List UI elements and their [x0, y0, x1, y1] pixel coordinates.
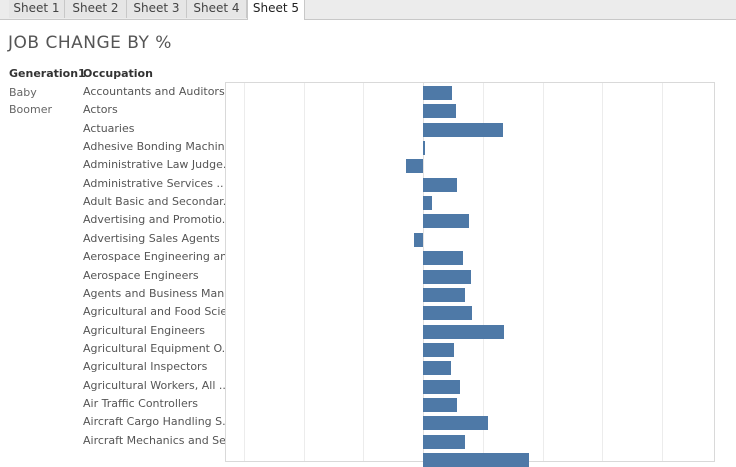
occupation-label[interactable]: Agricultural Engineers: [83, 323, 205, 337]
job-change-bar[interactable]: [423, 86, 452, 100]
job-change-bar[interactable]: [423, 434, 466, 449]
tab-sheet-4[interactable]: Sheet 4: [187, 0, 247, 18]
occupation-label[interactable]: Adult Basic and Secondar..: [83, 195, 225, 209]
occupation-label[interactable]: Advertising and Promotio..: [83, 213, 225, 227]
job-change-bar[interactable]: [423, 361, 452, 376]
job-change-bar[interactable]: [406, 159, 424, 174]
occupation-column-header[interactable]: Occupation: [83, 67, 153, 80]
job-change-bar[interactable]: [423, 379, 461, 394]
job-change-bar[interactable]: [423, 416, 488, 431]
occupation-label[interactable]: Agricultural Equipment O..: [83, 341, 225, 355]
x-gridline: [602, 83, 604, 461]
occupation-label[interactable]: Administrative Services ..: [83, 176, 224, 190]
job-change-bar[interactable]: [423, 324, 504, 339]
sheet-tab-bar: Sheet 1 Sheet 2 Sheet 3 Sheet 4 Sheet 5: [0, 0, 736, 20]
occupation-label[interactable]: Agricultural Workers, All ..: [83, 378, 225, 392]
job-change-bar[interactable]: [423, 122, 503, 137]
occupation-label[interactable]: Advertising Sales Agents: [83, 231, 220, 245]
occupation-label[interactable]: Aircraft Mechanics and Se..: [83, 433, 225, 447]
x-gridline: [363, 83, 365, 461]
occupation-label[interactable]: Agricultural and Food Scie..: [83, 305, 225, 319]
job-change-bar[interactable]: [423, 104, 457, 119]
x-gridline: [303, 83, 305, 461]
job-change-bar[interactable]: [423, 306, 473, 321]
occupation-label[interactable]: Actors: [83, 103, 118, 117]
job-change-bar[interactable]: [423, 141, 425, 156]
job-change-bar[interactable]: [423, 453, 529, 467]
generation-value: Baby Boomer: [9, 86, 53, 116]
job-change-bar[interactable]: [423, 342, 455, 357]
x-gridline: [482, 83, 484, 461]
bar-plot-area[interactable]: [225, 82, 715, 467]
chart-title: JOB CHANGE BY %: [8, 33, 172, 53]
tab-sheet-1[interactable]: Sheet 1: [9, 0, 65, 18]
job-change-bar[interactable]: [414, 232, 424, 247]
occupation-label[interactable]: Air Traffic Controllers: [83, 396, 198, 410]
tab-sheet-5[interactable]: Sheet 5: [247, 0, 305, 20]
occupation-label[interactable]: Aircraft Cargo Handling S..: [83, 415, 225, 429]
occupation-label[interactable]: Agricultural Inspectors: [83, 360, 208, 374]
job-change-bar[interactable]: [423, 196, 433, 211]
occupation-label[interactable]: Accountants and Auditors: [83, 85, 225, 98]
occupation-label[interactable]: Administrative Law Judge..: [83, 158, 225, 172]
x-gridline: [243, 83, 245, 461]
x-gridline: [662, 83, 664, 461]
generation-column-header[interactable]: Generation1: [9, 67, 86, 80]
job-change-bar[interactable]: [423, 251, 464, 266]
occupation-label[interactable]: Aerospace Engineering an..: [83, 250, 225, 264]
tab-sheet-2[interactable]: Sheet 2: [65, 0, 127, 18]
job-change-bar[interactable]: [423, 287, 466, 302]
occupation-label[interactable]: Adhesive Bonding Machin..: [83, 140, 225, 154]
tab-sheet-3[interactable]: Sheet 3: [127, 0, 187, 18]
job-change-bar[interactable]: [423, 269, 471, 284]
occupation-label[interactable]: Actuaries: [83, 121, 135, 135]
job-change-bar[interactable]: [423, 397, 458, 412]
x-gridline: [542, 83, 544, 461]
job-change-bar[interactable]: [423, 214, 470, 229]
job-change-bar[interactable]: [423, 177, 458, 192]
occupation-label[interactable]: Aerospace Engineers: [83, 268, 199, 282]
occupation-label[interactable]: Agents and Business Man..: [83, 286, 225, 300]
